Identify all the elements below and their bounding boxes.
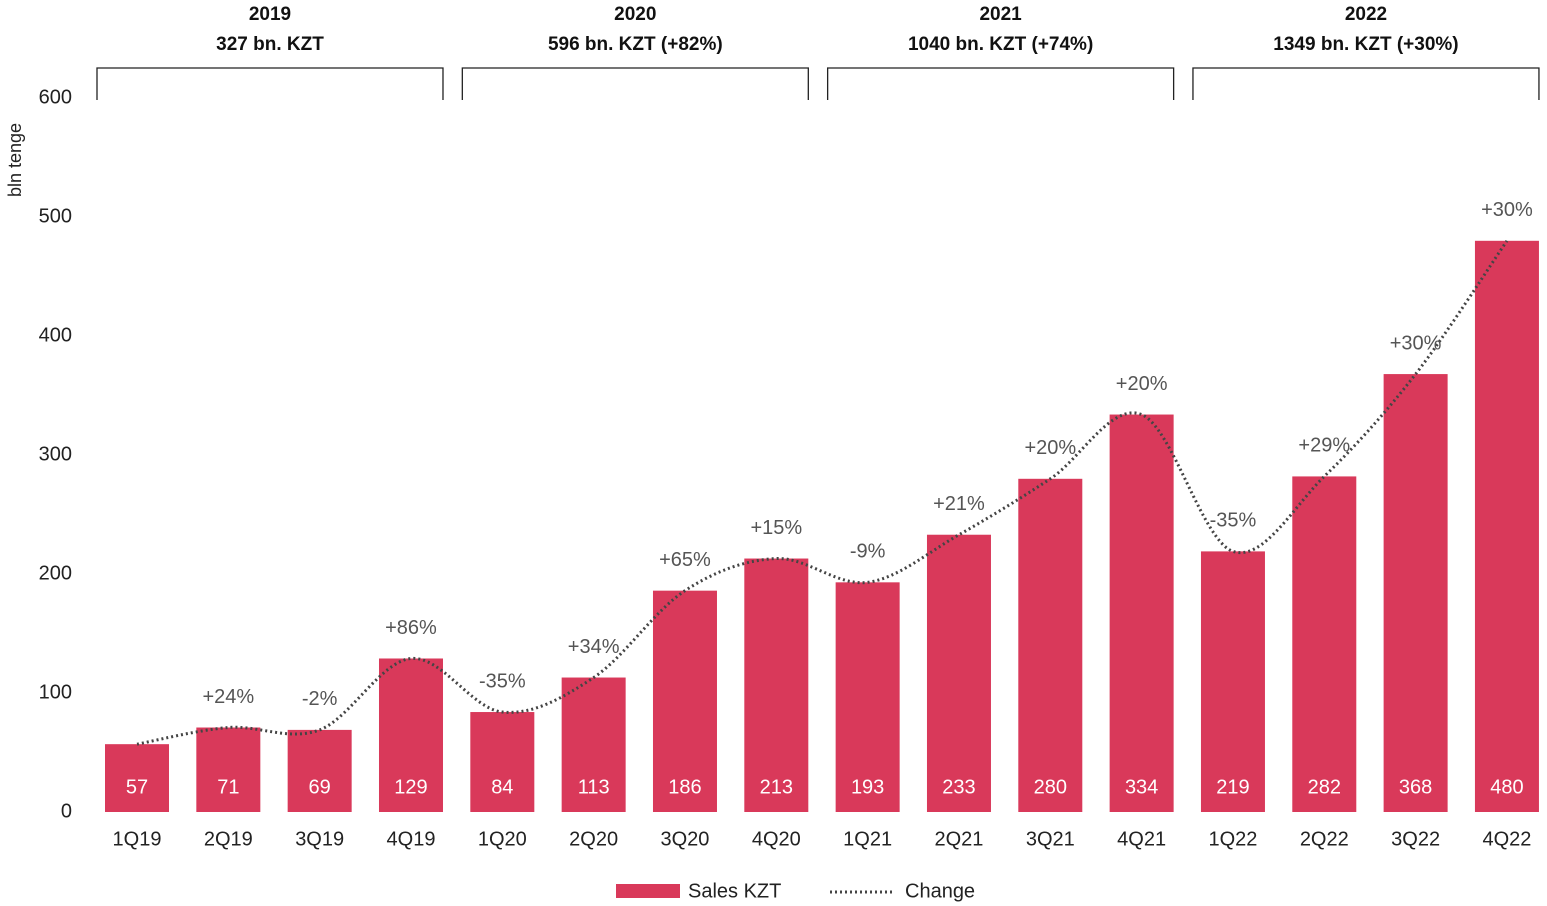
bar <box>287 729 352 812</box>
change-label: +30% <box>1390 332 1442 354</box>
change-label: -9% <box>850 541 886 563</box>
bar-value-label: 84 <box>491 776 513 798</box>
bar <box>1383 374 1448 812</box>
year-label: 2021 <box>979 4 1022 25</box>
x-tick-label: 1Q21 <box>843 828 892 850</box>
bar <box>470 712 535 812</box>
bar <box>196 727 261 812</box>
change-label: +24% <box>202 686 254 708</box>
bar-value-label: 186 <box>668 776 701 798</box>
bar <box>1109 414 1174 812</box>
y-tick-label: 0 <box>61 800 72 822</box>
x-tick-label: 2Q21 <box>935 828 984 850</box>
change-label: +86% <box>385 617 437 639</box>
bar-value-label: 282 <box>1308 776 1341 798</box>
bar-value-label: 233 <box>942 776 975 798</box>
change-label: +34% <box>568 636 620 658</box>
bar-value-label: 129 <box>394 776 427 798</box>
legend-label: Sales KZT <box>688 880 781 902</box>
y-tick-label: 500 <box>39 205 72 227</box>
y-tick-label: 400 <box>39 324 72 346</box>
legend-label: Change <box>905 880 975 902</box>
bar-value-label: 213 <box>760 776 793 798</box>
bar <box>652 590 717 812</box>
bar-value-label: 69 <box>309 776 331 798</box>
x-tick-label: 1Q20 <box>478 828 527 850</box>
bar <box>561 677 626 812</box>
year-label: 2019 <box>249 4 291 25</box>
bar <box>1292 476 1357 812</box>
change-label: +21% <box>933 493 985 515</box>
bar <box>744 558 809 812</box>
x-tick-label: 2Q22 <box>1300 828 1349 850</box>
y-axis-title: bln tenge <box>5 123 25 197</box>
bar <box>378 658 443 812</box>
x-tick-label: 1Q22 <box>1208 828 1257 850</box>
year-bracket <box>461 67 809 100</box>
year-bracket <box>826 67 1175 100</box>
bar-value-label: 334 <box>1125 776 1158 798</box>
year-label: 2020 <box>614 4 656 25</box>
year-total: 596 bn. KZT (+82%) <box>548 34 723 55</box>
change-label: +30% <box>1481 199 1533 221</box>
year-bracket <box>96 67 444 100</box>
bar-value-label: 71 <box>217 776 239 798</box>
y-tick-label: 100 <box>39 681 72 703</box>
bar <box>1200 551 1265 812</box>
bar-value-label: 480 <box>1490 776 1523 798</box>
year-total: 327 bn. KZT <box>216 34 324 55</box>
x-tick-label: 2Q20 <box>569 828 618 850</box>
bar-value-label: 57 <box>126 776 148 798</box>
year-label: 2022 <box>1345 4 1387 25</box>
y-tick-label: 600 <box>39 86 72 108</box>
x-tick-label: 3Q20 <box>661 828 710 850</box>
change-label: -35% <box>479 670 526 692</box>
bar <box>926 534 991 812</box>
year-total: 1349 bn. KZT (+30%) <box>1273 34 1458 55</box>
bar-value-label: 368 <box>1399 776 1432 798</box>
x-tick-label: 3Q19 <box>295 828 344 850</box>
x-tick-label: 3Q21 <box>1026 828 1075 850</box>
legend-swatch <box>616 884 680 898</box>
x-tick-label: 3Q22 <box>1391 828 1440 850</box>
y-tick-label: 300 <box>39 443 72 465</box>
x-tick-label: 4Q20 <box>752 828 801 850</box>
change-label: -35% <box>1210 510 1257 532</box>
bar <box>1018 478 1083 812</box>
change-label: +65% <box>659 549 711 571</box>
x-tick-label: 2Q19 <box>204 828 253 850</box>
year-total: 1040 bn. KZT (+74%) <box>908 34 1093 55</box>
bar-value-label: 219 <box>1216 776 1249 798</box>
x-tick-label: 1Q19 <box>113 828 162 850</box>
change-label: +20% <box>1116 373 1168 395</box>
bar-value-label: 280 <box>1034 776 1067 798</box>
y-tick-label: 200 <box>39 562 72 584</box>
bar <box>835 582 900 812</box>
bar <box>1474 240 1539 813</box>
bar <box>105 744 169 812</box>
x-tick-label: 4Q21 <box>1117 828 1166 850</box>
change-label: +29% <box>1298 435 1350 457</box>
bar-value-label: 113 <box>578 776 610 798</box>
x-tick-label: 4Q22 <box>1482 828 1531 850</box>
year-bracket <box>1192 67 1540 100</box>
bar-value-label: 193 <box>851 776 884 798</box>
x-tick-label: 4Q19 <box>387 828 436 850</box>
change-label: +15% <box>750 517 802 539</box>
change-line <box>136 239 1509 746</box>
change-label: +20% <box>1024 437 1076 459</box>
change-label: -2% <box>302 688 338 710</box>
